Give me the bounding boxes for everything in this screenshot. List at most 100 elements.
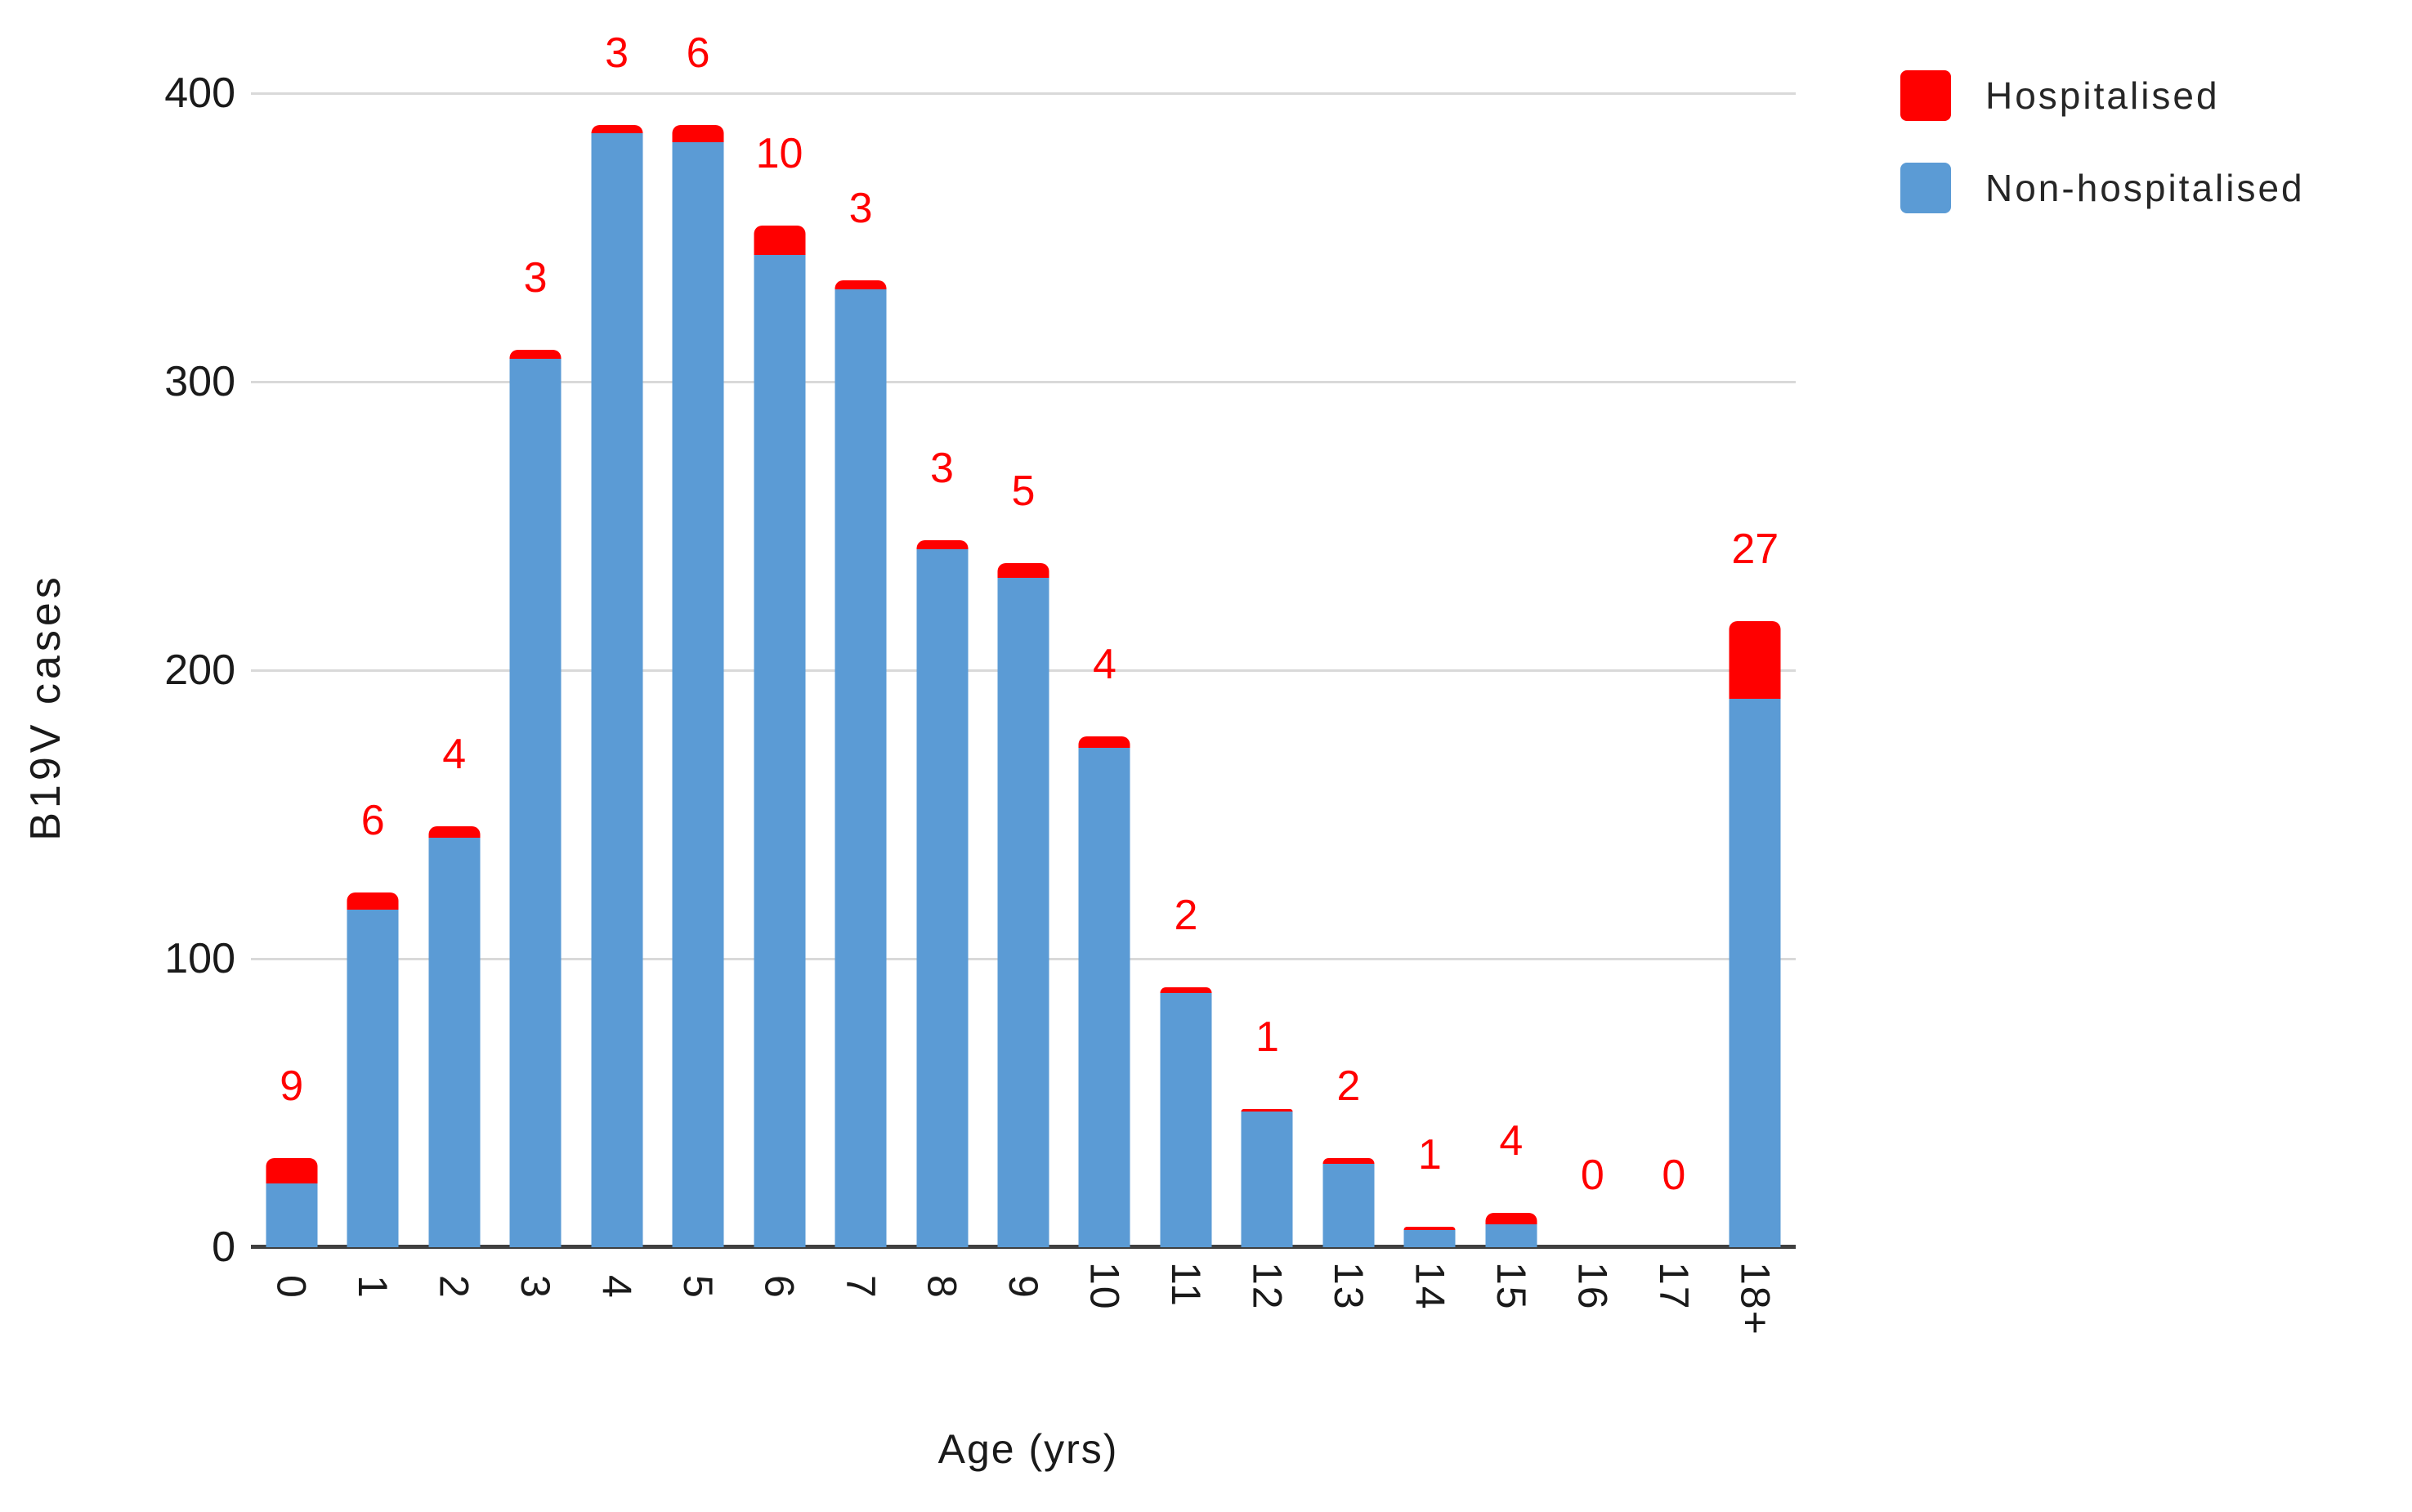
x-tick-label-17: 17 [1650, 1262, 1697, 1311]
x-tick-label-2: 2 [431, 1275, 477, 1300]
x-tick-label-14: 14 [1407, 1262, 1453, 1311]
hospitalised-segment [916, 540, 969, 549]
bar-group-age-0: 9 [251, 93, 332, 1247]
legend: Hospitalised Non-hospitalised [1900, 70, 2305, 213]
non-hospitalised-segment [997, 578, 1049, 1247]
x-tick-label-7: 7 [838, 1275, 884, 1300]
non-hospitalised-segment [347, 910, 399, 1247]
bar-group-age-6: 10 [739, 93, 820, 1247]
x-tick-label-8: 8 [919, 1275, 965, 1300]
hospitalised-segment [1241, 1108, 1293, 1112]
x-tick-label-1: 1 [350, 1275, 396, 1300]
non-hospitalised-segment [591, 133, 643, 1247]
non-hospitalised-segment [1403, 1229, 1456, 1247]
hospitalised-count-label: 3 [930, 445, 954, 493]
non-hospitalised-segment [1241, 1112, 1293, 1247]
x-tick-label-0: 0 [268, 1275, 315, 1300]
x-axis-title: Age (yrs) [938, 1426, 1119, 1472]
x-tick-label-4: 4 [593, 1275, 640, 1300]
bar-group-age-16: 0 [1552, 93, 1633, 1247]
non-hospitalised-segment [1485, 1223, 1537, 1247]
non-hospitalised-segment [672, 142, 724, 1247]
bar-group-age-12: 1 [1227, 93, 1308, 1247]
bar-group-age-2: 4 [414, 93, 494, 1247]
bar-group-age-13: 2 [1308, 93, 1389, 1247]
non-hospitalised-segment [1322, 1163, 1375, 1247]
x-tick-label-18+: 18+ [1732, 1262, 1779, 1336]
bar-group-age-3: 3 [494, 93, 575, 1247]
bar-group-age-11: 2 [1145, 93, 1226, 1247]
bar-group-age-8: 3 [902, 93, 982, 1247]
y-tick-label-0: 0 [212, 1223, 235, 1271]
hospitalised-segment [509, 350, 562, 359]
x-tick-label-12: 12 [1244, 1262, 1291, 1311]
bar-group-age-17: 0 [1633, 93, 1714, 1247]
hospitalised-count-label: 3 [523, 254, 548, 302]
y-axis-title: B19V cases [22, 573, 69, 841]
legend-label: Hospitalised [1985, 74, 2220, 117]
hospitalised-count-label: 2 [1336, 1062, 1361, 1110]
hospitalised-segment [1322, 1157, 1375, 1164]
hospitalised-segment [428, 825, 481, 838]
hospitalised-count-label: 5 [1011, 467, 1036, 516]
x-tick-label-9: 9 [1000, 1275, 1046, 1300]
hospitalised-count-label: 0 [1580, 1152, 1604, 1199]
x-tick-label-6: 6 [756, 1275, 803, 1300]
x-tick-label-15: 15 [1488, 1262, 1534, 1311]
x-tick-label-5: 5 [675, 1275, 722, 1300]
gridline-300 [251, 381, 1796, 383]
x-tick-label-13: 13 [1325, 1262, 1372, 1311]
hospitalised-segment [266, 1157, 318, 1184]
x-tick-label-11: 11 [1162, 1262, 1209, 1308]
bar-group-age-7: 3 [820, 93, 901, 1247]
non-hospitalised-segment [1729, 699, 1781, 1247]
non-hospitalised-swatch-icon [1900, 163, 1951, 213]
legend-item-hospitalised: Hospitalised [1900, 70, 2305, 121]
hospitalised-count-label: 9 [280, 1062, 304, 1110]
gridline-400 [251, 92, 1796, 95]
bar-group-age-9: 5 [982, 93, 1063, 1247]
hospitalised-segment [1160, 987, 1212, 994]
y-tick-label-200: 200 [164, 646, 235, 694]
hospitalised-count-label: 3 [848, 185, 873, 233]
hospitalised-count-label: 4 [442, 730, 467, 778]
hospitalised-segment [591, 124, 643, 134]
non-hospitalised-segment [509, 358, 562, 1247]
x-tick-label-10: 10 [1081, 1262, 1128, 1311]
bar-group-age-14: 1 [1389, 93, 1470, 1247]
legend-label: Non-hospitalised [1985, 167, 2305, 209]
hospitalised-segment [835, 280, 887, 290]
non-hospitalised-segment [1078, 748, 1130, 1247]
non-hospitalised-segment [754, 254, 806, 1247]
bar-group-age-4: 3 [576, 32, 657, 1247]
hospitalised-count-label: 4 [1499, 1116, 1524, 1165]
hospitalised-segment [347, 892, 399, 910]
non-hospitalised-segment [916, 548, 969, 1247]
bar-group-age-5: 6 [657, 32, 738, 1247]
bar-group-age-15: 4 [1470, 93, 1551, 1247]
bar-group-age-1: 6 [332, 93, 413, 1247]
hospitalised-segment [997, 563, 1049, 579]
y-tick-label-100: 100 [164, 935, 235, 982]
bar-group-age-18+: 27 [1715, 93, 1796, 1247]
hospitalised-segment [1729, 621, 1781, 700]
legend-item-non-hospitalised: Non-hospitalised [1900, 163, 2305, 213]
bar-group-age-10: 4 [1064, 93, 1145, 1247]
hospitalised-segment [1403, 1227, 1456, 1230]
non-hospitalised-segment [835, 289, 887, 1247]
hospitalised-count-label: 0 [1662, 1152, 1686, 1199]
plot-area: 9 6 4 3 3 6 10 3 3 5 4 2 1 2 1 4 0 0 27 [251, 32, 1796, 1249]
hospitalised-count-label: 2 [1174, 892, 1198, 940]
non-hospitalised-segment [266, 1183, 318, 1247]
hospitalised-count-label: 6 [360, 796, 385, 844]
hospitalised-count-label: 4 [1093, 641, 1117, 689]
y-tick-label-300: 300 [164, 358, 235, 405]
hospitalised-count-label: 10 [755, 130, 803, 178]
non-hospitalised-segment [1160, 993, 1212, 1247]
y-tick-label-400: 400 [164, 69, 235, 117]
hospitalised-swatch-icon [1900, 70, 1951, 121]
non-hospitalised-segment [428, 837, 481, 1247]
x-tick-label-3: 3 [512, 1275, 559, 1300]
hospitalised-count-label: 3 [605, 29, 629, 77]
